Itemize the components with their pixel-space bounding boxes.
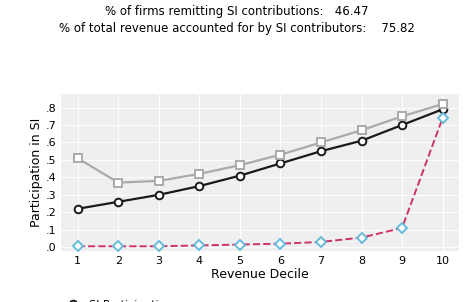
Legend: SI Participation, SI Participation | Employees > 0 & Wages > 100,000, Fraction o: SI Participation, SI Participation | Emp… xyxy=(63,300,381,302)
Text: % of firms remitting SI contributions:   46.47
% of total revenue accounted for : % of firms remitting SI contributions: 4… xyxy=(59,5,414,34)
X-axis label: Revenue Decile: Revenue Decile xyxy=(211,268,309,281)
Y-axis label: Participation in SI: Participation in SI xyxy=(30,117,43,227)
